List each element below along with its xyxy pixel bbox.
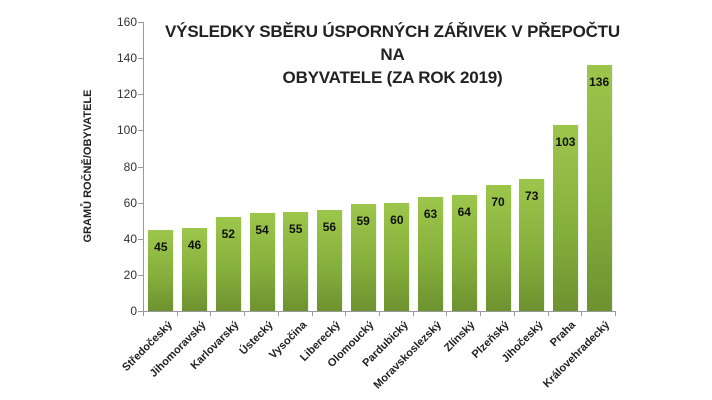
x-tick bbox=[547, 311, 549, 316]
x-tick bbox=[143, 311, 144, 316]
y-axis-line bbox=[143, 22, 144, 311]
x-tick bbox=[210, 311, 212, 316]
y-tick-label: 80 bbox=[123, 159, 137, 174]
x-tick bbox=[513, 311, 515, 316]
plot-area: 0 20 40 60 80 100 120 140 160 45 Středočeský 46 Jiho… bbox=[117, 15, 616, 391]
bar-vysočina: 55 bbox=[283, 211, 309, 311]
bar-value-label: 52 bbox=[221, 227, 235, 242]
bar-karlovarský: 52 bbox=[215, 217, 241, 311]
y-tick bbox=[138, 274, 143, 276]
x-tick bbox=[176, 311, 178, 316]
y-tick bbox=[138, 311, 143, 312]
y-tick-label: 100 bbox=[116, 123, 137, 138]
y-tick bbox=[138, 94, 143, 96]
bar-value-label: 54 bbox=[255, 223, 269, 238]
y-tick-label: 120 bbox=[116, 87, 137, 102]
y-axis-label: GRAMŮ ROČNĚ/OBYVATELE bbox=[82, 89, 94, 243]
x-tick bbox=[379, 311, 380, 316]
bar-ústecký: 54 bbox=[249, 213, 275, 311]
bar-value-label: 70 bbox=[491, 194, 505, 209]
y-tick-label: 40 bbox=[123, 231, 137, 246]
bar-liberecký: 56 bbox=[316, 209, 342, 311]
bar-value-label: 56 bbox=[322, 219, 337, 234]
bar-zlínský: 64 bbox=[451, 195, 477, 311]
x-tick bbox=[412, 311, 414, 316]
bar-value-label: 45 bbox=[154, 239, 168, 254]
chart-title-line-2: OBYVATELE (ZA ROK 2019) bbox=[282, 68, 503, 87]
x-tick bbox=[581, 311, 583, 316]
bar-value-label: 46 bbox=[187, 237, 202, 252]
chart-title-line-1: VÝSLEDKY SBĚRU ÚSPORNÝCH ZÁŘIVEK V PŘEPO… bbox=[165, 22, 620, 64]
x-tick bbox=[345, 311, 347, 316]
bar-value-label: 63 bbox=[423, 207, 438, 222]
y-tick-label: 0 bbox=[130, 304, 137, 318]
x-tick-label: Královehradecký bbox=[541, 319, 613, 391]
bar-plzeňský: 70 bbox=[485, 184, 511, 311]
x-tick bbox=[480, 311, 482, 316]
bar-praha: 103 bbox=[552, 124, 578, 311]
bar-value-label: 103 bbox=[555, 134, 576, 149]
bar-value-label: 64 bbox=[457, 205, 471, 220]
bar-jihočeský: 73 bbox=[519, 179, 545, 311]
y-tick-label: 160 bbox=[116, 15, 137, 29]
chart-title: VÝSLEDKY SBĚRU ÚSPORNÝCH ZÁŘIVEK V PŘEPO… bbox=[160, 20, 625, 89]
y-tick-label: 60 bbox=[123, 195, 137, 210]
bar-value-label: 55 bbox=[289, 221, 303, 236]
bar-středočeský: 45 bbox=[148, 229, 174, 311]
bar-value-label: 60 bbox=[390, 212, 404, 227]
bar-value-label: 73 bbox=[525, 189, 539, 204]
y-tick bbox=[138, 130, 143, 132]
x-tick bbox=[311, 311, 313, 316]
y-tick bbox=[138, 166, 143, 168]
x-tick bbox=[446, 311, 448, 316]
y-tick-label: 20 bbox=[123, 267, 137, 282]
y-tick bbox=[138, 22, 143, 23]
x-tick-label: Praha bbox=[548, 319, 579, 350]
y-tick bbox=[138, 238, 143, 240]
bar-value-label: 59 bbox=[356, 214, 370, 229]
y-tick bbox=[138, 202, 143, 204]
bar-olomoucký: 59 bbox=[350, 204, 376, 311]
bar-jihomoravský: 46 bbox=[182, 227, 208, 311]
bar-moravskoslezský: 63 bbox=[418, 197, 444, 311]
x-tick bbox=[277, 311, 279, 316]
x-tick bbox=[615, 311, 616, 316]
bar-pardubický: 60 bbox=[384, 202, 410, 311]
y-tick bbox=[138, 58, 143, 60]
y-tick-label: 140 bbox=[116, 51, 137, 66]
x-tick bbox=[244, 311, 246, 316]
bar-královehradecký: 136 bbox=[586, 65, 612, 311]
bar-value-label: 136 bbox=[589, 75, 610, 90]
